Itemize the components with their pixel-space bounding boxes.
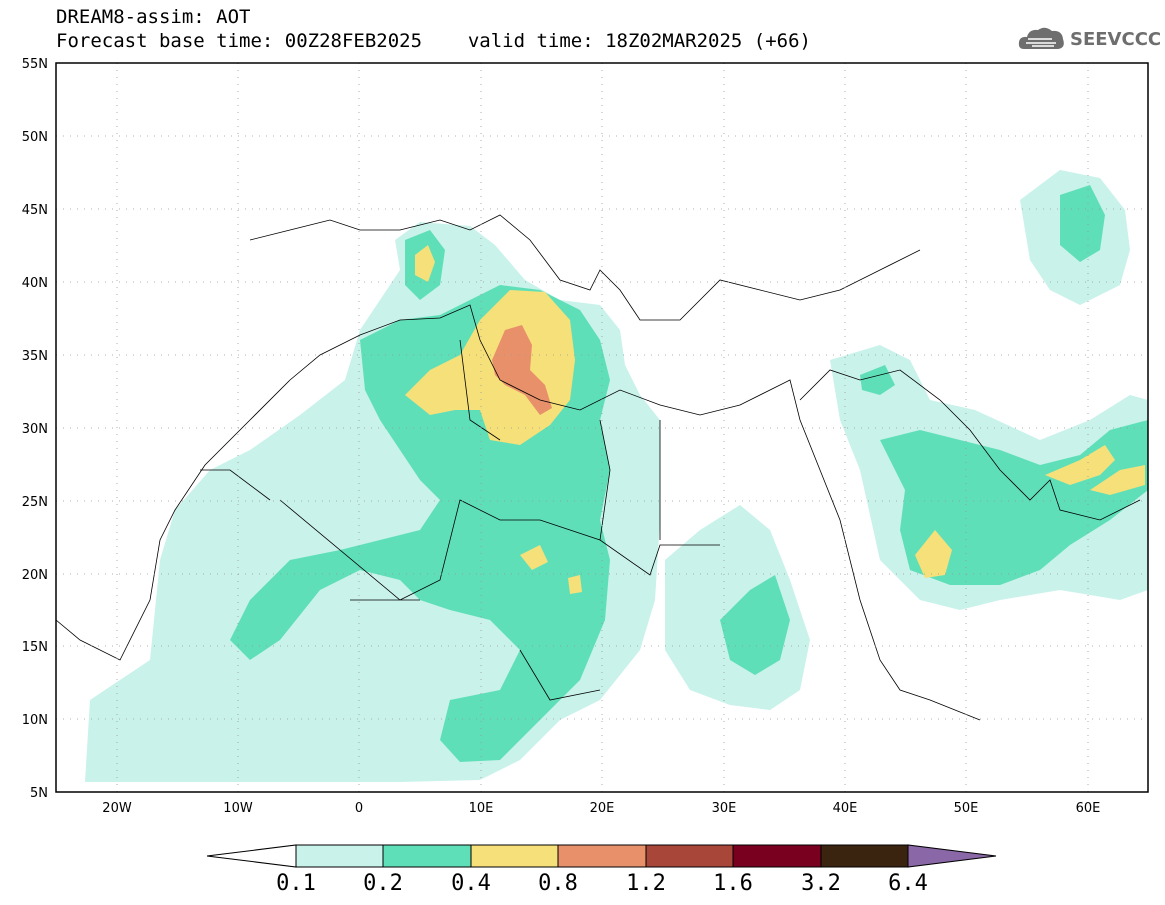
valid-time: valid time: 18Z02MAR2025 (+66) [467,30,811,52]
colorbar-swatch [557,844,647,868]
lon-label: 30E [712,801,737,816]
lat-axis: 55N 50N 45N 40N 35N 30N 25N 20N 15N 10N … [22,57,48,801]
forecast-times: Forecast base time: 00Z28FEB2025 valid t… [56,30,811,52]
lat-label: 35N [22,349,48,364]
seevccc-logo: SEEVCCC [1018,24,1161,54]
colorbar-label: 1.6 [713,871,753,896]
aot-band-0.2-sudan [720,575,790,675]
lon-label: 40E [833,801,858,816]
lon-axis: 20W 10W 0 10E 20E 30E 40E 50E 60E [102,801,1100,816]
graticule [56,63,1148,792]
aot-band-0.4-gulf [1045,445,1145,495]
colorbar [206,844,997,868]
lat-label: 20N [22,568,48,583]
colorbar-label: 0.4 [451,871,491,896]
colorbar-label: 6.4 [888,871,928,896]
lat-label: 55N [22,57,48,72]
border-lines [200,339,720,701]
colorbar-low-arrow [206,844,297,868]
lon-label: 20E [590,801,615,816]
lat-label: 5N [30,786,48,801]
coastline-africa [56,304,981,721]
lat-label: 15N [22,640,48,655]
lat-label: 50N [22,130,48,145]
colorbar-label: 1.2 [626,871,666,896]
colorbar-swatch [470,844,559,868]
lon-label: 50E [954,801,979,816]
lon-label: 10W [223,801,253,816]
lat-label: 25N [22,495,48,510]
country-borders [56,214,1141,721]
aot-band-0.4-niger [520,545,548,570]
colorbar-swatch [382,844,472,868]
colorbar-swatch [820,844,909,868]
cloud-logo-icon [1018,27,1064,49]
map-frame [55,62,1149,793]
lat-label: 30N [22,422,48,437]
lat-label: 45N [22,203,48,218]
aot-band-0.4-iberia [415,245,435,282]
aot-band-0.2-caspian [1060,185,1105,262]
colorbar-label: 0.2 [363,871,403,896]
logo-text: SEEVCCC [1070,28,1162,50]
colorbar-label: 0.1 [276,871,316,896]
aot-band-0.2-iran [860,365,895,395]
coastline-arabia [799,369,1141,521]
aot-band-0.8-libya [492,325,552,415]
lon-label: 60E [1076,801,1101,816]
map-title: DREAM8-assim: AOT [56,6,251,28]
lon-label: 10E [469,801,494,816]
base-time: Forecast base time: 00Z28FEB2025 [56,30,423,52]
colorbar-label: 3.2 [801,871,841,896]
colorbar-swatch [645,844,734,868]
colorbar-high-arrow [907,844,997,868]
colorbar-label: 0.8 [538,871,578,896]
aot-band-0.4-saudi [915,530,952,578]
aot-contours [85,170,1148,782]
coastline-europe [249,214,921,321]
colorbar-swatch [732,844,822,868]
aot-band-0.4-tunisia [405,290,575,445]
lat-label: 40N [22,276,48,291]
lon-label: 20W [102,801,132,816]
lon-label: 0 [355,801,363,816]
lat-label: 10N [22,713,48,728]
aot-band-0.4-chad [568,575,582,594]
colorbar-swatch [295,844,384,868]
